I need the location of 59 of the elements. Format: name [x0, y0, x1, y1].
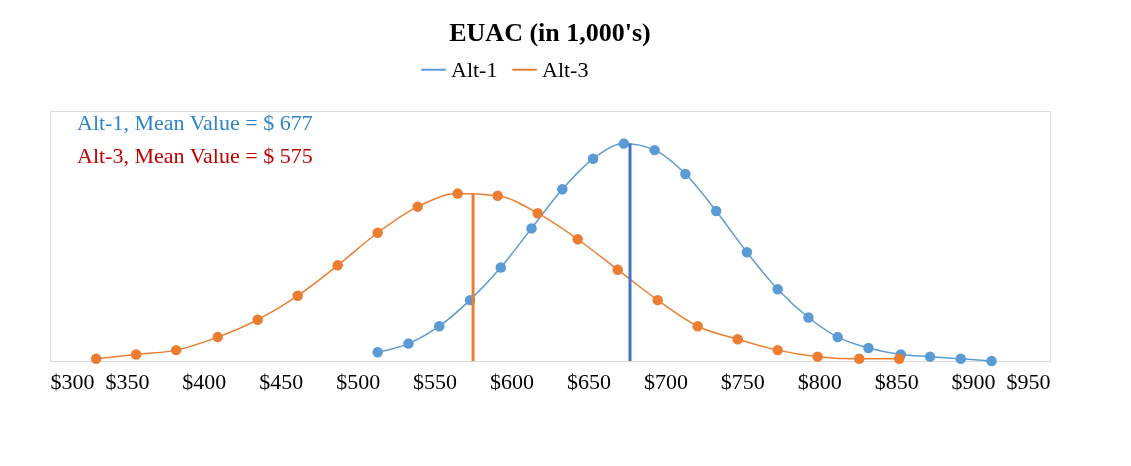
point	[170, 344, 182, 356]
point	[252, 314, 263, 325]
annotation: Alt-3, Mean Value = $ 575	[77, 143, 313, 168]
point	[955, 353, 967, 365]
point	[741, 247, 753, 258]
x-tick-label: $700	[643, 368, 688, 394]
x-tick-label: $800	[797, 368, 842, 394]
point	[680, 168, 691, 180]
x-tick-label: $450	[259, 368, 304, 394]
point	[652, 294, 663, 306]
point	[526, 223, 537, 234]
point	[832, 331, 843, 343]
point	[618, 138, 630, 149]
point	[212, 331, 223, 343]
chart-title: EUAC (in 1,000's)	[449, 18, 651, 47]
point	[372, 347, 383, 358]
text: Alt-1, Mean Value = $ 677	[77, 110, 313, 135]
x-tick-label: $950	[1006, 368, 1051, 394]
point	[492, 190, 503, 202]
point	[893, 353, 905, 365]
x-tick-label: $300	[50, 368, 95, 394]
point	[452, 188, 463, 199]
point	[90, 353, 102, 365]
point	[863, 342, 874, 354]
x-tick-label: $400	[182, 368, 227, 394]
point	[587, 153, 599, 165]
point	[403, 338, 414, 349]
point	[710, 205, 722, 217]
point	[433, 320, 445, 332]
point	[332, 260, 343, 271]
legend-label: Alt-3	[542, 56, 589, 82]
point	[412, 201, 423, 212]
point	[986, 355, 997, 367]
point	[924, 351, 936, 362]
x-tick-label: $850	[874, 368, 919, 394]
point	[532, 207, 543, 219]
x-tick-label: $900	[951, 368, 996, 394]
point	[612, 264, 623, 275]
point	[649, 144, 660, 156]
point	[130, 349, 142, 360]
point	[772, 284, 783, 295]
point	[692, 320, 703, 332]
x-tick-label: $550	[413, 368, 458, 394]
x-tick-label: $750	[720, 368, 765, 394]
point	[292, 290, 303, 302]
point	[803, 312, 814, 323]
legend-label: Alt-1	[451, 56, 498, 82]
x-tick-label: $350	[105, 368, 150, 394]
x-tick-label: $500	[336, 368, 381, 394]
point	[572, 234, 583, 245]
point	[772, 344, 783, 356]
x-tick-label: $650	[566, 368, 611, 394]
point	[853, 353, 865, 365]
point	[732, 334, 743, 345]
point	[557, 184, 568, 195]
point	[372, 227, 383, 238]
x-tick-label: $600	[490, 368, 535, 394]
point	[812, 351, 823, 362]
point	[495, 262, 507, 273]
